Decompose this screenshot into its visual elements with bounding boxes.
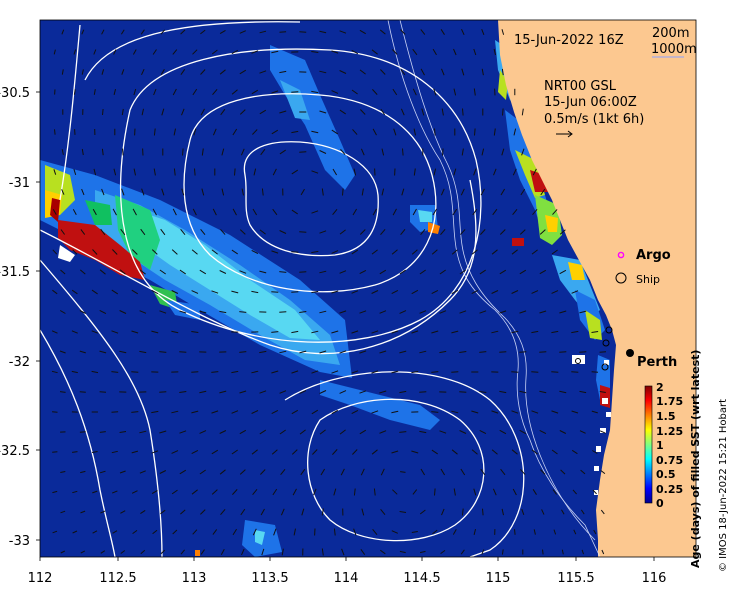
- current-vector-arrow: [503, 109, 504, 116]
- current-source-label: NRT00 GSL: [544, 79, 617, 94]
- current-vector-arrow: [80, 392, 86, 393]
- colorbar-tick-label: 0.25: [656, 483, 683, 496]
- current-vector-arrow: [343, 189, 344, 196]
- longitude-tick-labels: 112 112.5 113 113.5 114 114.5 115 115.5 …: [28, 571, 667, 586]
- current-vector-arrow: [515, 529, 516, 535]
- colorbar-tick-label: 1.5: [656, 410, 676, 423]
- current-vector-arrow: [123, 149, 124, 156]
- city-label-perth: Perth: [637, 355, 677, 370]
- colorbar-tick-label: 0.75: [656, 454, 683, 467]
- current-vector-arrow: [159, 392, 166, 393]
- perth-marker-icon: [626, 349, 634, 357]
- colorbar-title: Age (days) of filled SST (wrt latest): [689, 350, 702, 568]
- colorbar-tick-label: 0.5: [656, 468, 676, 481]
- current-vector-arrow: [195, 169, 196, 176]
- colorbar: [645, 386, 652, 503]
- current-vector-arrow: [131, 372, 138, 373]
- lat-tick-label: -32.5: [0, 444, 30, 459]
- current-vector-arrow: [459, 392, 466, 393]
- ship-legend-label: Ship: [636, 273, 660, 286]
- lon-tick-label: 112: [28, 571, 53, 586]
- lat-tick-label: -30.5: [0, 86, 30, 101]
- lat-tick-label: -33: [9, 534, 30, 549]
- current-vector-arrow: [435, 129, 436, 136]
- current-vector-arrow: [475, 129, 476, 136]
- colorbar-tick-label: 1: [656, 439, 664, 452]
- lon-tick-label: 116: [642, 571, 667, 586]
- current-vector-arrow: [291, 92, 298, 93]
- lon-tick-label: 115: [486, 571, 511, 586]
- lon-tick-label: 114.5: [403, 571, 440, 586]
- lat-tick-label: -31: [9, 176, 30, 191]
- current-vector-arrow: [280, 32, 287, 33]
- lon-tick-label: 115.5: [557, 571, 594, 586]
- lon-tick-label: 113.5: [251, 571, 288, 586]
- current-vector-arrow: [299, 152, 306, 153]
- latitude-tick-labels: -30.5 -31 -31.5 -32 -32.5 -33: [0, 86, 30, 549]
- lon-tick-label: 112.5: [99, 571, 136, 586]
- current-vector-arrow: [543, 550, 544, 555]
- colorbar-tick-label: 0: [656, 497, 664, 510]
- current-scale-label: 0.5m/s (1kt 6h): [544, 112, 644, 127]
- lat-tick-label: -32: [9, 355, 30, 370]
- current-vector-arrow: [291, 252, 298, 253]
- colorbar-tick-label: 2: [656, 381, 664, 394]
- current-vector-arrow: [463, 109, 464, 116]
- current-time-label: 15-Jun 06:00Z: [544, 95, 637, 110]
- current-vector-arrow: [483, 509, 484, 516]
- current-vector-arrow: [235, 169, 236, 176]
- current-vector-arrow: [103, 109, 104, 115]
- current-vector-arrow: [435, 489, 436, 496]
- date-label: 15-Jun-2022 16Z: [514, 33, 624, 48]
- current-vector-arrow: [403, 149, 404, 156]
- argo-legend-label: Argo: [636, 248, 671, 263]
- lon-tick-label: 114: [334, 571, 359, 586]
- colorbar-tick-label: 1.25: [656, 425, 683, 438]
- lon-tick-label: 113: [182, 571, 207, 586]
- current-vector-arrow: [183, 149, 184, 156]
- contour-legend-200m: 200m: [652, 26, 689, 41]
- current-vector-arrow: [443, 149, 444, 156]
- current-vector-arrow: [499, 352, 506, 353]
- current-vector-arrow: [211, 332, 218, 333]
- imos-credit: © IMOS 18-Jun-2022 15:21 Hobart: [718, 399, 729, 572]
- current-vector-arrow: [55, 129, 56, 134]
- contour-legend-1000m: 1000m: [651, 42, 697, 57]
- lat-tick-label: -31.5: [0, 265, 30, 280]
- colorbar-tick-label: 1.75: [656, 395, 683, 408]
